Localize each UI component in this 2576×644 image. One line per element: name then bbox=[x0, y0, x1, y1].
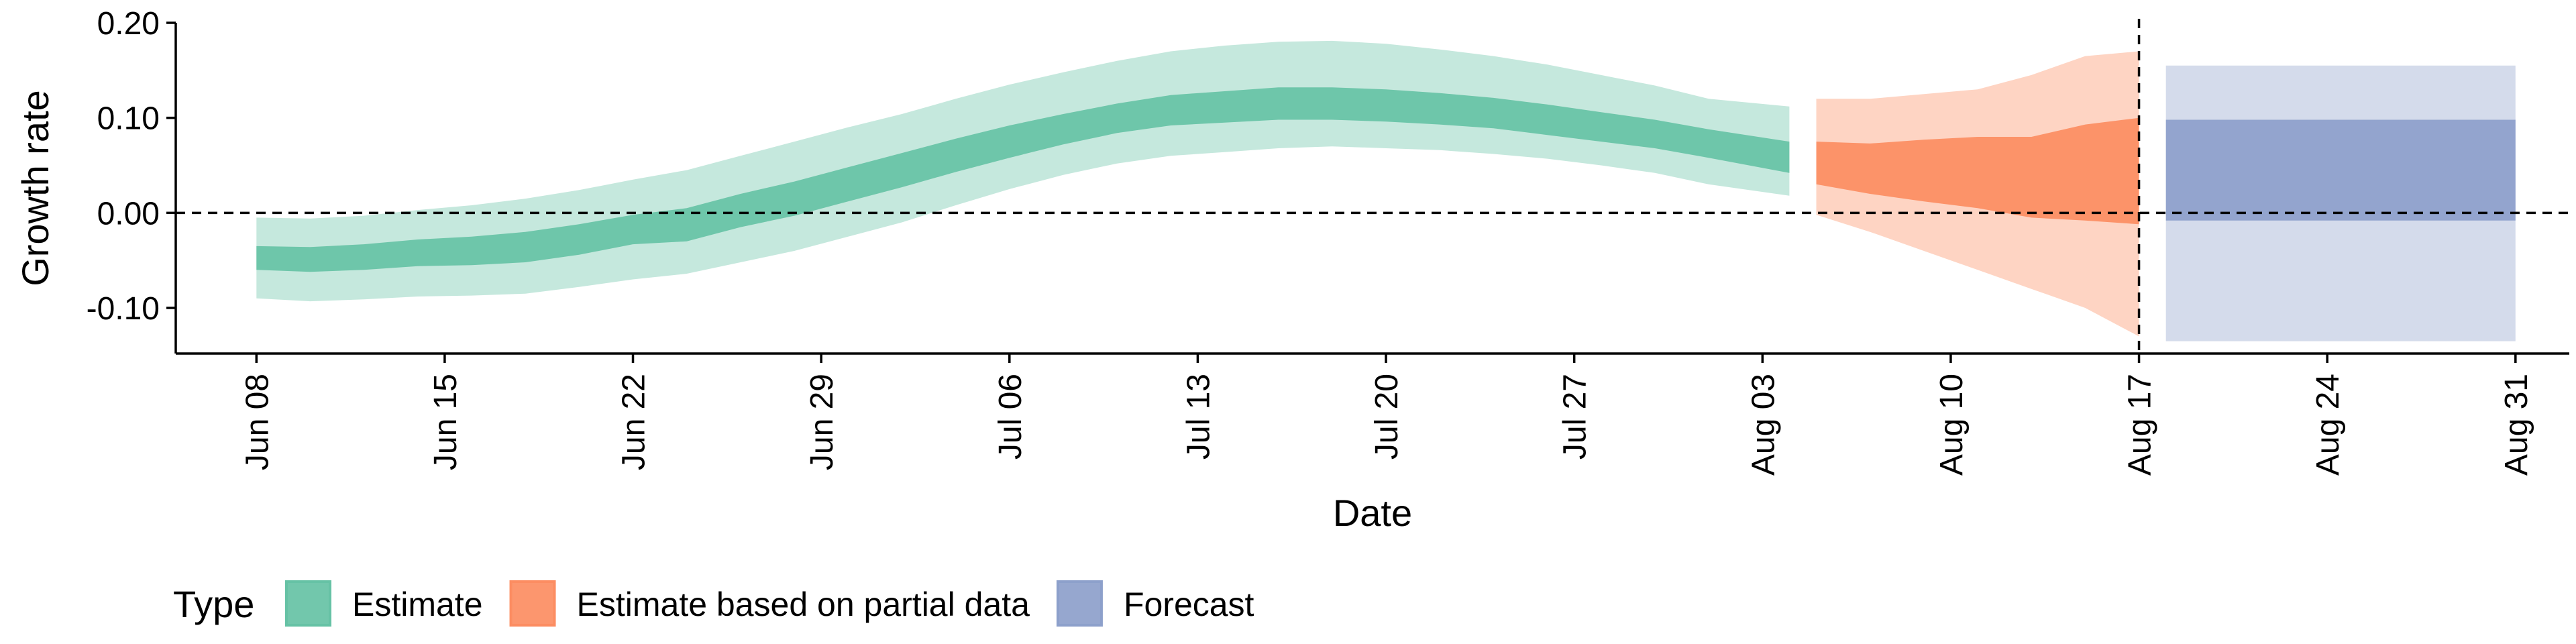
estimate-band-50 bbox=[256, 87, 1790, 272]
x-tick-label: Jul 20 bbox=[1369, 374, 1405, 460]
y-axis-title: Growth rate bbox=[14, 90, 56, 286]
estimate-based-on-partial-data-band-50 bbox=[1816, 117, 2139, 225]
x-tick-label: Jun 15 bbox=[428, 374, 464, 470]
reference-lines bbox=[176, 19, 2569, 354]
y-tick-label: 0.10 bbox=[97, 101, 160, 137]
y-tick-label: 0.20 bbox=[97, 6, 160, 42]
uncertainty-bands bbox=[256, 40, 2516, 341]
legend-label-estimate-based-on-partial-data: Estimate based on partial data bbox=[577, 586, 1030, 623]
x-tick-label: Jun 29 bbox=[804, 374, 840, 470]
x-tick-label: Jul 27 bbox=[1558, 374, 1593, 460]
legend-swatch-estimate bbox=[285, 580, 331, 627]
y-tick-label: -0.10 bbox=[87, 291, 160, 327]
legend-title: Type bbox=[173, 583, 254, 625]
legend-swatch-forecast bbox=[1056, 580, 1103, 627]
legend: Type Estimate Estimate based on partial d… bbox=[173, 580, 1254, 627]
axes: -0.10 0.00 0.10 0.20 Jun 08 Jun 15 Jun 22 Jun 2… bbox=[87, 6, 2569, 476]
x-tick-label: Aug 10 bbox=[1934, 374, 1970, 476]
x-tick-label: Jul 06 bbox=[993, 374, 1028, 460]
x-tick-label: Jul 13 bbox=[1181, 374, 1216, 460]
x-tick-label: Aug 03 bbox=[1746, 374, 1781, 476]
x-tick-label: Aug 17 bbox=[2123, 374, 2158, 476]
legend-label-estimate: Estimate bbox=[352, 586, 483, 623]
forecast-band-50 bbox=[2165, 119, 2516, 221]
x-tick-label: Aug 24 bbox=[2310, 374, 2346, 476]
y-tick-label: 0.00 bbox=[97, 196, 160, 231]
x-tick-label: Jun 22 bbox=[616, 374, 652, 470]
x-tick-label: Jun 08 bbox=[239, 374, 275, 470]
legend-swatch-estimate-based-on-partial-data bbox=[509, 580, 556, 627]
x-tick-label: Aug 31 bbox=[2499, 374, 2534, 476]
x-axis-title: Date bbox=[1333, 492, 1412, 534]
legend-label-forecast: Forecast bbox=[1124, 586, 1254, 623]
